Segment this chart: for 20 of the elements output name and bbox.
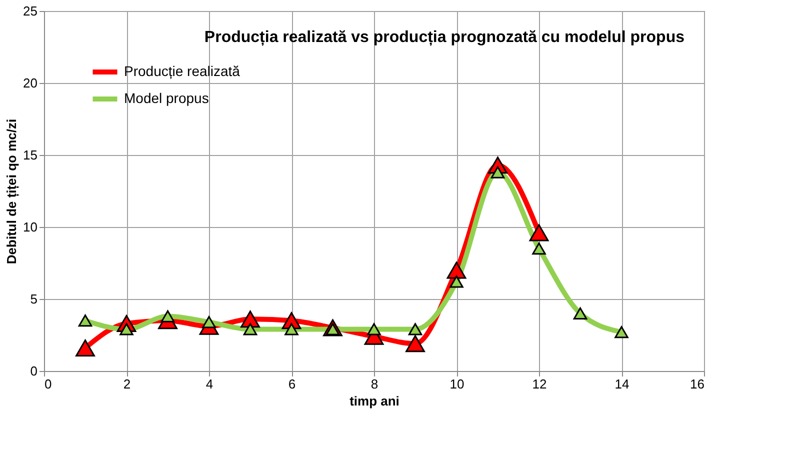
legend-label: Producție realizată xyxy=(124,63,240,79)
x-tick-label: 0 xyxy=(44,376,52,392)
x-tick-label: 14 xyxy=(614,376,630,392)
x-tick-label: 2 xyxy=(123,376,131,392)
x-tick-label: 6 xyxy=(288,376,296,392)
x-tick-label: 10 xyxy=(450,376,464,392)
y-axis-title: Debitul de țiței qo mc/zi xyxy=(4,118,20,264)
x-tick-label: 8 xyxy=(370,376,378,392)
y-tick-label: 25 xyxy=(23,4,38,18)
y-tick-label: 10 xyxy=(23,220,38,234)
y-tick-label: 5 xyxy=(30,292,38,306)
y-tick-label: 0 xyxy=(30,364,38,378)
x-tick-label: 16 xyxy=(690,376,704,392)
legend-label: Model propus xyxy=(124,90,209,106)
y-tick-label: 15 xyxy=(23,148,38,162)
x-tick-label: 12 xyxy=(532,376,547,392)
y-tick-label: 20 xyxy=(23,76,38,90)
x-axis-title: timp ani xyxy=(350,394,400,408)
x-tick-label: 4 xyxy=(206,376,214,392)
text: Producția realizată vs producția prognozată cu modelul propus xyxy=(204,29,685,46)
